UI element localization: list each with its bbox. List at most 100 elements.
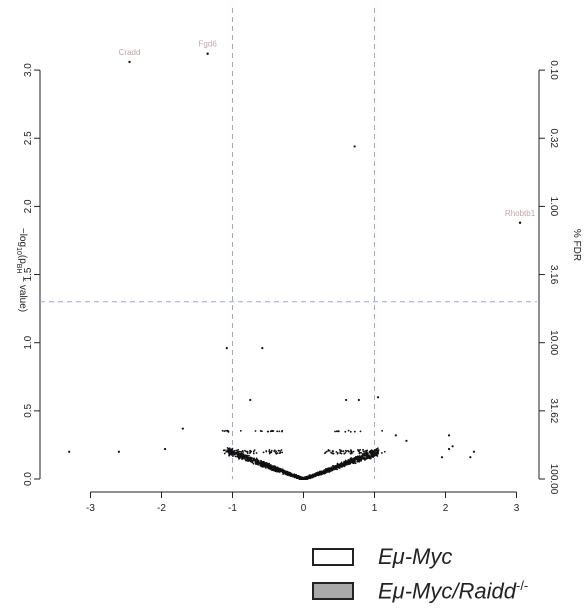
gene-point — [369, 456, 372, 459]
gene-point — [357, 450, 360, 452]
gene-point — [250, 460, 252, 463]
gene-point — [298, 476, 301, 478]
x-tick-label: 2 — [443, 503, 449, 514]
gene-point — [254, 461, 257, 464]
gene-point — [345, 450, 348, 453]
gene-point — [246, 459, 249, 462]
y-tick-label: 1.5 — [23, 267, 34, 281]
gene-point — [354, 456, 357, 459]
gene-point — [469, 456, 472, 459]
gene-point — [266, 463, 269, 466]
gene-point — [361, 456, 364, 459]
gene-point — [273, 449, 276, 452]
gene-point — [360, 457, 362, 460]
gene-point — [335, 430, 338, 433]
right-y-tick-label: 10.00 — [548, 330, 559, 355]
gene-point — [244, 454, 247, 457]
y-tick-label: 0.0 — [23, 472, 34, 486]
right-y-tick-label: 31.62 — [548, 398, 559, 423]
gene-point — [349, 430, 352, 433]
gene-point — [362, 454, 365, 456]
gene-point — [359, 459, 362, 462]
gene-point — [373, 451, 376, 453]
gene-point — [381, 452, 383, 454]
gene-point — [289, 473, 292, 476]
gene-point — [343, 461, 346, 463]
labeled-gene-point — [518, 221, 522, 224]
gene-point — [250, 457, 253, 460]
gene-point — [357, 458, 360, 461]
gene-point — [232, 450, 235, 452]
gene-point — [223, 452, 226, 455]
gene-point — [374, 452, 377, 455]
gene-point — [283, 471, 286, 474]
legend-swatch-gray — [312, 582, 354, 600]
gene-point — [334, 430, 336, 433]
gene-point — [255, 458, 258, 461]
gene-point — [472, 450, 475, 453]
gene-point — [261, 460, 263, 463]
gene-point — [227, 430, 230, 433]
gene-point — [68, 450, 71, 453]
gene-point — [275, 470, 278, 473]
gene-point — [268, 452, 271, 455]
gene-point — [376, 452, 379, 455]
gene-point — [369, 451, 372, 454]
gene-point — [332, 450, 335, 453]
gene-point — [348, 450, 350, 453]
gene-point — [335, 450, 338, 453]
gene-point — [305, 478, 307, 480]
gene-point — [236, 455, 239, 458]
gene-point — [279, 449, 281, 452]
gene-point — [225, 429, 227, 432]
right-y-tick-label: 0.32 — [548, 129, 559, 149]
legend-item-emu-myc-raidd: Eμ-Myc/Raidd-/- — [312, 574, 528, 608]
gene-point — [276, 466, 278, 469]
gene-point — [262, 464, 264, 467]
gene-point — [326, 470, 329, 473]
gene-point — [255, 452, 258, 454]
gene-point — [352, 458, 355, 461]
gene-point — [232, 455, 234, 458]
gene-point — [226, 447, 229, 449]
gene-point — [333, 468, 335, 471]
gene-point — [281, 429, 284, 432]
gene-point — [358, 456, 361, 458]
gene-point — [239, 429, 242, 432]
gene-point — [377, 450, 379, 453]
gene-point — [246, 450, 249, 453]
gene-point — [249, 458, 251, 461]
gene-point — [278, 430, 281, 433]
gene-point — [373, 449, 376, 451]
gene-point — [221, 429, 224, 432]
gene-point — [365, 455, 368, 458]
gene-point — [356, 460, 359, 463]
gene-point — [332, 465, 335, 467]
gene-point — [353, 430, 356, 433]
gene-point — [259, 464, 262, 467]
gene-point — [252, 450, 255, 453]
gene-point — [228, 447, 231, 450]
y-axis-label: −log10(pBH − value) — [15, 228, 28, 312]
gene-point — [307, 475, 310, 478]
gene-point — [246, 458, 249, 461]
gene-point — [230, 453, 233, 456]
gene-point — [163, 447, 167, 451]
gene-point — [344, 459, 347, 462]
x-tick-label: -1 — [228, 503, 237, 514]
gene-point — [257, 459, 260, 462]
gene-point — [274, 468, 277, 471]
gene-point — [242, 457, 245, 460]
gene-point — [366, 449, 369, 452]
gene-point — [256, 460, 258, 463]
gene-point — [246, 454, 249, 457]
gene-point — [362, 450, 365, 453]
gene-point — [342, 464, 344, 467]
gene-point — [253, 449, 256, 452]
gene-point — [261, 347, 264, 350]
gene-point — [226, 449, 229, 452]
gene-point — [376, 396, 380, 399]
gene-point — [248, 454, 250, 457]
axes: 0.0 0.5 1.0 1.5 2.0 2.5 3.0 100.00 31.62 10.00 3.1… — [23, 60, 559, 514]
gene-point — [252, 452, 255, 455]
